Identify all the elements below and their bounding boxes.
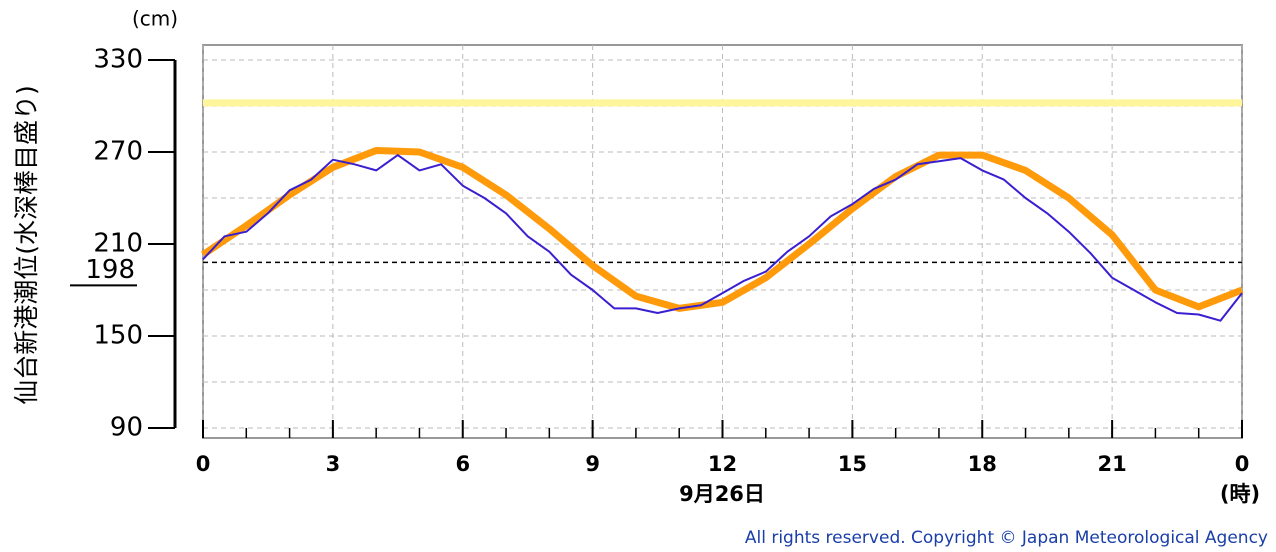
- x-tick-label: 0: [1235, 452, 1250, 476]
- y-tick-label: 90: [110, 413, 143, 443]
- x-tick-label: 6: [455, 452, 470, 476]
- x-unit-label: (時): [1220, 482, 1260, 506]
- y-tick-label: 330: [93, 45, 143, 75]
- unit-label: (cm): [132, 7, 178, 31]
- x-tick-label: 15: [838, 452, 867, 476]
- x-tick-label: 12: [708, 452, 737, 476]
- x-tick-label: 21: [1098, 452, 1127, 476]
- y-axis-label: 仙台新港潮位(水深棒目盛り): [12, 85, 41, 405]
- x-tick-label: 9: [585, 452, 600, 476]
- y-tick-label: 150: [93, 321, 143, 351]
- x-tick-label: 0: [196, 452, 211, 476]
- series-line: [202, 154, 1243, 322]
- x-tick-label: 18: [968, 452, 997, 476]
- x-axis-label: 9月26日: [679, 482, 765, 506]
- y-tick-label: 210: [93, 229, 143, 259]
- reference-label: 198: [85, 255, 135, 285]
- copyright: All rights reserved. Copyright © Japan M…: [745, 528, 1268, 548]
- series-line: [201, 147, 1244, 312]
- y-tick-label: 270: [93, 137, 143, 167]
- x-tick-label: 3: [326, 452, 341, 476]
